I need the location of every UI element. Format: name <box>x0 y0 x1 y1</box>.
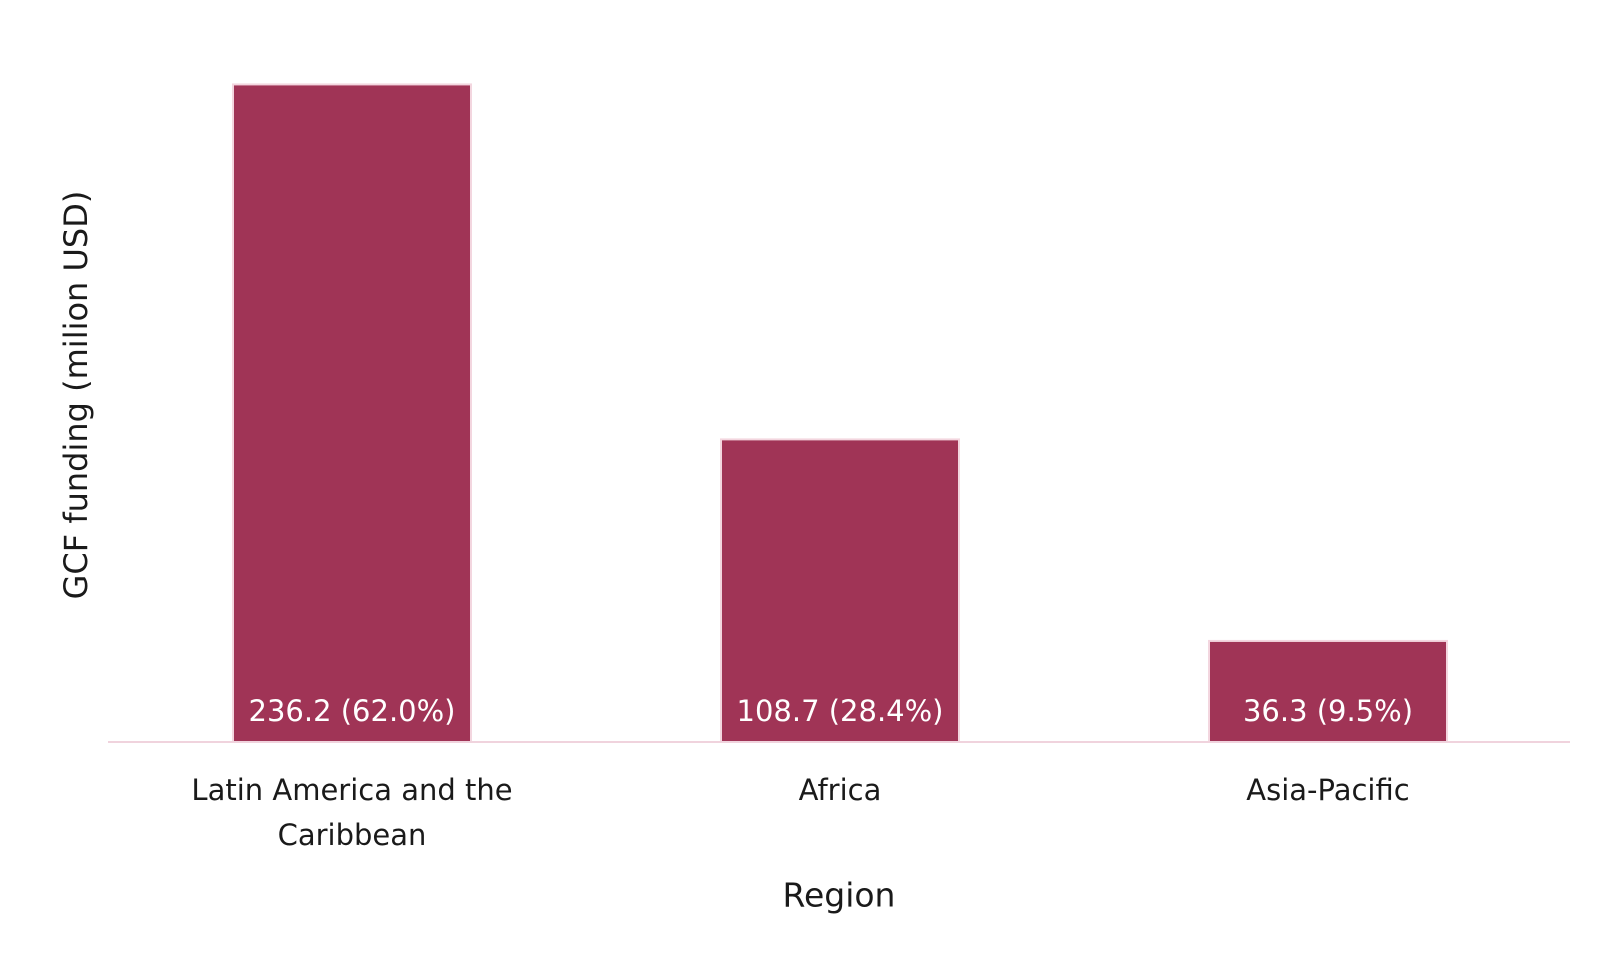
x-axis-label: Region <box>783 876 896 915</box>
x-tick-label: Latin America and the Caribbean <box>191 773 513 852</box>
bar <box>1208 639 1448 743</box>
x-tick-label: Asia-Pacific <box>1246 773 1410 807</box>
y-axis-label: GCF funding (milion USD) <box>57 191 95 600</box>
data-label: 108.7 (28.4%) <box>737 694 944 728</box>
data-label: 36.3 (9.5%) <box>1243 694 1413 728</box>
data-label: 236.2 (62.0%) <box>249 694 456 728</box>
x-tick-label: Africa <box>798 773 882 807</box>
bar <box>232 83 472 744</box>
